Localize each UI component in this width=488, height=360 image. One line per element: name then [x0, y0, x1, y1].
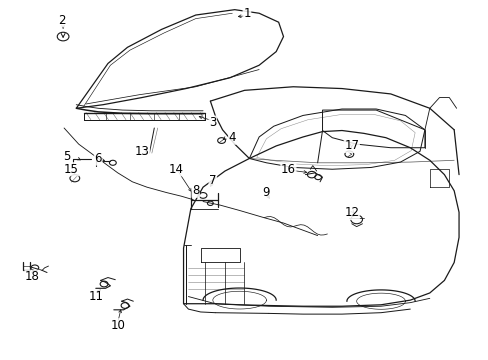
- Text: 10: 10: [110, 319, 125, 332]
- Text: 11: 11: [88, 290, 103, 303]
- Text: 4: 4: [228, 131, 236, 144]
- Text: 16: 16: [280, 163, 295, 176]
- Text: 9: 9: [262, 186, 270, 199]
- Text: 18: 18: [25, 270, 40, 283]
- Text: 12: 12: [344, 207, 359, 220]
- Text: 17: 17: [344, 139, 359, 152]
- Text: 5: 5: [62, 150, 70, 163]
- Text: 6: 6: [94, 152, 102, 165]
- Text: 3: 3: [209, 116, 216, 129]
- Text: 15: 15: [64, 163, 79, 176]
- Text: 7: 7: [209, 174, 216, 187]
- Text: 2: 2: [58, 14, 65, 27]
- Text: 13: 13: [134, 145, 149, 158]
- Text: 1: 1: [243, 7, 250, 20]
- Text: 8: 8: [192, 184, 199, 197]
- Text: 14: 14: [168, 163, 183, 176]
